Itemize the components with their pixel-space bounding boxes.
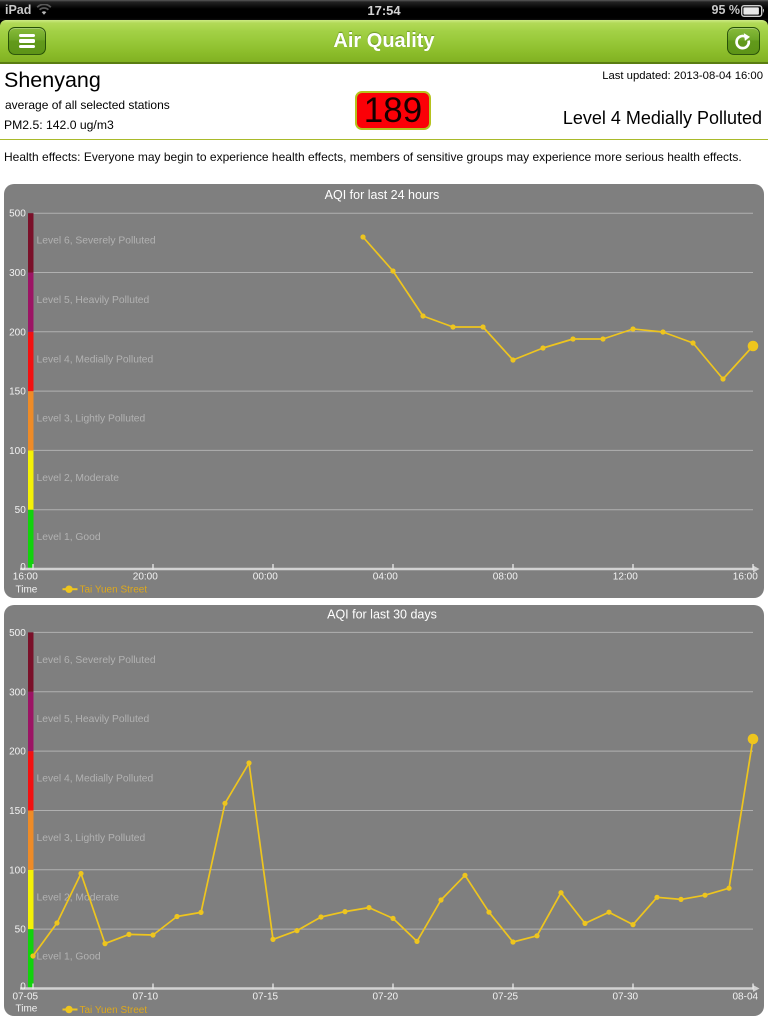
svg-text:Level 1, Good: Level 1, Good: [37, 532, 101, 543]
svg-text:07-05: 07-05: [13, 992, 39, 1003]
svg-text:00:00: 00:00: [253, 572, 278, 583]
svg-text:100: 100: [9, 865, 26, 876]
svg-text:Level 3, Lightly Polluted: Level 3, Lightly Polluted: [37, 414, 146, 425]
svg-text:12:00: 12:00: [613, 572, 638, 583]
svg-text:0: 0: [20, 562, 26, 573]
svg-text:300: 300: [9, 268, 26, 279]
svg-text:100: 100: [9, 446, 26, 457]
svg-text:300: 300: [9, 687, 26, 698]
svg-text:Level 3, Lightly Polluted: Level 3, Lightly Polluted: [37, 833, 146, 844]
svg-text:Level 5, Heavily Polluted: Level 5, Heavily Polluted: [37, 295, 150, 306]
svg-text:07-25: 07-25: [493, 992, 519, 1003]
svg-text:Tai Yuen Street: Tai Yuen Street: [80, 585, 148, 596]
svg-text:16:00: 16:00: [13, 572, 38, 583]
svg-text:Level 2, Moderate: Level 2, Moderate: [37, 473, 120, 484]
svg-text:500: 500: [9, 628, 26, 639]
svg-text:Level 4, Medially Polluted: Level 4, Medially Polluted: [37, 774, 154, 785]
svg-text:08-04: 08-04: [733, 992, 759, 1003]
svg-text:20:00: 20:00: [133, 572, 158, 583]
svg-text:16:00: 16:00: [733, 572, 758, 583]
svg-text:08:00: 08:00: [493, 572, 518, 583]
svg-text:04:00: 04:00: [373, 572, 398, 583]
svg-text:150: 150: [9, 387, 26, 398]
svg-text:Level 2, Moderate: Level 2, Moderate: [37, 892, 120, 903]
svg-text:Level 6, Severely Polluted: Level 6, Severely Polluted: [37, 655, 156, 666]
svg-text:Level 6, Severely Polluted: Level 6, Severely Polluted: [37, 236, 156, 247]
svg-text:50: 50: [15, 505, 27, 516]
svg-text:150: 150: [9, 806, 26, 817]
svg-text:Time: Time: [16, 1004, 38, 1015]
svg-text:AQI for last 24 hours: AQI for last 24 hours: [325, 188, 440, 202]
svg-text:07-30: 07-30: [613, 992, 639, 1003]
svg-text:AQI for last 30 days: AQI for last 30 days: [327, 608, 437, 622]
svg-text:07-20: 07-20: [373, 992, 399, 1003]
svg-text:200: 200: [9, 747, 26, 758]
svg-text:Level 5, Heavily Polluted: Level 5, Heavily Polluted: [37, 714, 150, 725]
svg-text:0: 0: [20, 982, 26, 993]
svg-text:200: 200: [9, 327, 26, 338]
svg-text:500: 500: [9, 209, 26, 220]
svg-text:07-10: 07-10: [133, 992, 159, 1003]
svg-text:07-15: 07-15: [253, 992, 279, 1003]
svg-text:Time: Time: [16, 585, 38, 596]
svg-text:Level 4, Medially Polluted: Level 4, Medially Polluted: [37, 354, 154, 365]
svg-text:Tai Yuen Street: Tai Yuen Street: [80, 1005, 148, 1016]
svg-text:50: 50: [15, 925, 27, 936]
svg-text:Level 1, Good: Level 1, Good: [37, 952, 101, 963]
